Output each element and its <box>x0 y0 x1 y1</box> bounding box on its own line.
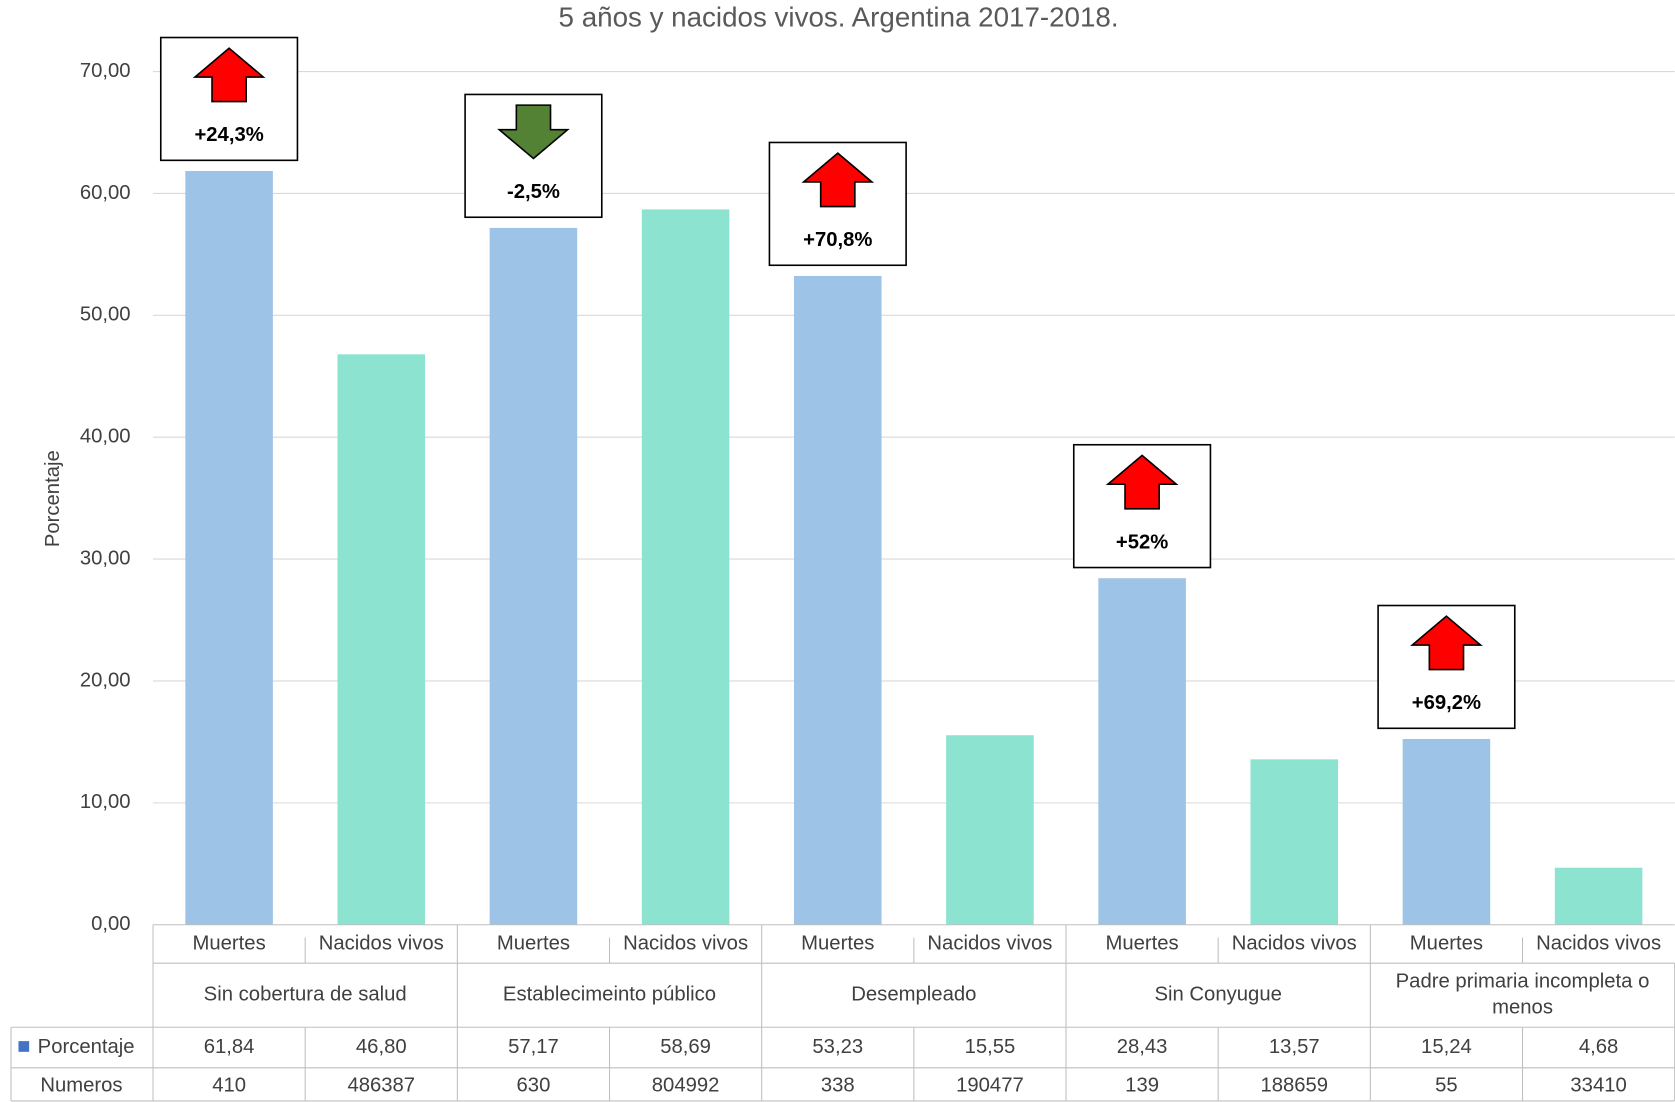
row-header: Numeros <box>40 1074 122 1096</box>
x-tick-label: Nacidos vivos <box>319 932 444 954</box>
bar <box>1250 759 1339 925</box>
data-label: 57,17 <box>508 1036 559 1058</box>
group-label-box: Desempleado <box>851 983 977 1006</box>
group-label-box: Establecimeinto público <box>502 983 717 1006</box>
table-cell: 804992 <box>652 1074 720 1096</box>
x-tick-label: Nacidos vivos <box>1536 932 1661 954</box>
table-cell: 630 <box>517 1074 551 1096</box>
annotation-arrow <box>497 104 570 160</box>
data-label: 28,43 <box>1117 1036 1168 1058</box>
group-label-box: Sin cobertura de salud <box>203 983 407 1006</box>
annotation-label: +70,8% <box>803 229 872 251</box>
y-tick-label: 30,00 <box>80 547 131 569</box>
data-label: 15,55 <box>965 1036 1016 1058</box>
table-cell: 410 <box>212 1074 246 1096</box>
table-cell: 338 <box>821 1074 855 1096</box>
annotation-arrow <box>1105 454 1179 510</box>
bar <box>489 227 578 925</box>
group-label: Sin cobertura de salud <box>203 983 407 1006</box>
group-label: Establecimeinto público <box>502 983 717 1006</box>
bar <box>793 275 882 925</box>
bar <box>337 354 426 925</box>
group-label-box: Sin Conyugue <box>1154 983 1282 1006</box>
x-tick-label: Muertes <box>497 932 570 954</box>
y-tick-label: 70,00 <box>80 60 131 82</box>
y-tick-label: 0,00 <box>91 913 130 935</box>
table-cell: 139 <box>1125 1074 1159 1096</box>
x-tick-label: Muertes <box>192 932 265 954</box>
table-cell: 190477 <box>956 1074 1024 1096</box>
y-axis-label: Porcentaje <box>42 450 64 547</box>
table-cell: 33410 <box>1570 1074 1626 1096</box>
data-label: 15,24 <box>1421 1036 1472 1058</box>
legend-key <box>18 1041 30 1052</box>
annotation-label: +24,3% <box>194 124 263 146</box>
y-tick-label: 40,00 <box>80 426 131 448</box>
annotation-arrow <box>192 47 266 103</box>
bar <box>1402 738 1491 925</box>
table-cell: 55 <box>1435 1074 1458 1096</box>
y-tick-label: 10,00 <box>80 791 131 813</box>
y-tick-label: 50,00 <box>80 304 131 326</box>
annotation-arrow <box>1410 615 1483 671</box>
table-cell: 486387 <box>347 1074 415 1096</box>
data-label: 61,84 <box>204 1036 255 1058</box>
group-label-box: Padre primaria incompleta o menos <box>1395 970 1650 1019</box>
x-tick-label: Nacidos vivos <box>623 932 748 954</box>
data-label: 58,69 <box>660 1036 711 1058</box>
group-label: Sin Conyugue <box>1154 983 1282 1006</box>
bar <box>185 171 273 925</box>
chart-title: 5 años y nacidos vivos. Argentina 2017-2… <box>559 2 1119 33</box>
annotation-label: +69,2% <box>1412 692 1481 714</box>
x-tick-label: Muertes <box>1105 932 1178 954</box>
table-cell: 188659 <box>1260 1074 1328 1096</box>
bar <box>641 209 730 925</box>
bar <box>1098 578 1186 925</box>
x-tick-label: Nacidos vivos <box>1232 932 1357 954</box>
x-tick-label: Muertes <box>1410 932 1483 954</box>
data-label: 4,68 <box>1579 1036 1618 1058</box>
data-label: 13,57 <box>1269 1036 1320 1058</box>
annotation-label: -2,5% <box>507 181 560 203</box>
data-label: 53,23 <box>812 1036 863 1058</box>
annotation-arrow <box>801 152 875 208</box>
data-label: 46,80 <box>356 1036 407 1058</box>
annotation-label: +52% <box>1116 531 1168 553</box>
legend-label: Porcentaje <box>38 1036 135 1058</box>
group-label: Padre primaria incompleta o menos <box>1395 970 1650 1019</box>
x-tick-label: Muertes <box>801 932 874 954</box>
group-label: Desempleado <box>851 983 977 1006</box>
y-tick-label: 20,00 <box>80 669 131 691</box>
y-tick-label: 60,00 <box>80 182 131 204</box>
bar <box>1554 867 1643 925</box>
bar <box>946 735 1034 925</box>
x-tick-label: Nacidos vivos <box>927 932 1052 954</box>
